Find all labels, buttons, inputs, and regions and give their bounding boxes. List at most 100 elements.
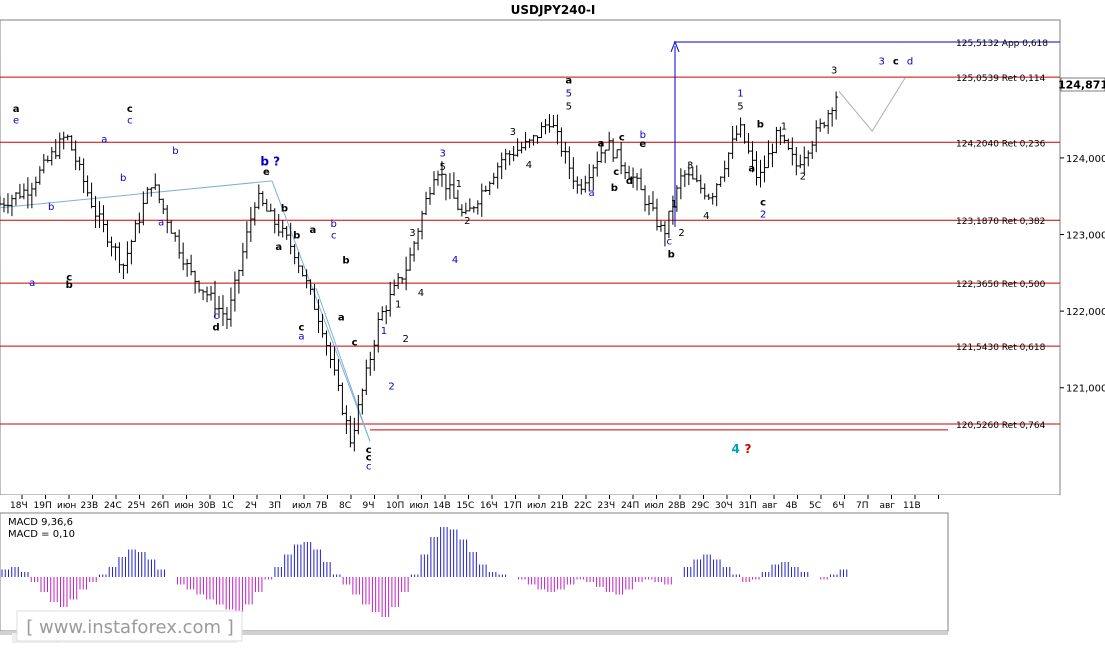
fib-levels: 125,5132 App 0,618 125,0539 Ret 0,114 124,… bbox=[0, 39, 1060, 442]
ohlc-bar bbox=[623, 162, 628, 180]
ohlc-bar bbox=[587, 164, 592, 192]
wave-label: b bbox=[640, 130, 646, 141]
ohlc-bar bbox=[400, 276, 405, 284]
ohlc-bar bbox=[682, 170, 687, 188]
ohlc-bar bbox=[352, 417, 357, 452]
ohlc-bar bbox=[364, 359, 369, 395]
ohlc-bar bbox=[459, 204, 464, 217]
ohlc-bar bbox=[232, 271, 237, 312]
wave-label: 2 bbox=[464, 216, 470, 227]
ohlc-bar bbox=[185, 258, 190, 277]
wave-label: c bbox=[127, 104, 133, 115]
ohlc-bar bbox=[467, 198, 472, 212]
ohlc-bar bbox=[650, 191, 655, 212]
wave-label: a bbox=[298, 331, 304, 342]
wave-label: 5 bbox=[566, 102, 572, 113]
ohlc-bar bbox=[722, 160, 727, 182]
wave-label: c bbox=[366, 453, 372, 464]
ohlc-bar bbox=[13, 192, 18, 206]
ohlc-bar bbox=[93, 195, 98, 228]
time-tick-label: июн bbox=[57, 501, 76, 511]
wave-label: 1 bbox=[381, 326, 387, 337]
ohlc-bar bbox=[244, 221, 249, 259]
ohlc-bar bbox=[718, 176, 723, 187]
ohlc-bar bbox=[499, 152, 504, 180]
ohlc-bar bbox=[730, 125, 735, 159]
wave-label: c bbox=[667, 236, 673, 247]
watermark: [ www.instaforex.com ] bbox=[16, 610, 243, 642]
ohlc-bar bbox=[678, 168, 683, 200]
ohlc-bar bbox=[463, 202, 468, 215]
ohlc-bar bbox=[750, 141, 755, 173]
time-tick-label: 17П bbox=[504, 501, 522, 511]
ohlc-bar bbox=[173, 232, 178, 242]
ohlc-bar bbox=[224, 306, 229, 329]
projection-path bbox=[838, 77, 906, 132]
ohlc-bar bbox=[45, 155, 50, 163]
time-tick-label: 23Ч bbox=[598, 501, 616, 511]
ohlc-bar bbox=[380, 306, 385, 321]
ohlc-bar bbox=[280, 220, 285, 238]
ohlc-bar bbox=[483, 185, 488, 192]
wave-label: 3 bbox=[687, 161, 693, 172]
ohlc-bar bbox=[276, 214, 281, 237]
price-tick-label: 124,000 bbox=[1066, 154, 1105, 165]
time-tick-label: 30В bbox=[198, 501, 216, 511]
ohlc-bar bbox=[121, 263, 126, 280]
ohlc-bar bbox=[117, 242, 122, 273]
ohlc-bar bbox=[666, 210, 671, 239]
ohlc-bar bbox=[29, 182, 34, 209]
ohlc-bar bbox=[758, 159, 763, 188]
ohlc-bar bbox=[109, 236, 114, 257]
ohlc-bar bbox=[495, 162, 500, 189]
ohlc-bar bbox=[376, 312, 381, 353]
ohlc-bar bbox=[77, 156, 82, 171]
wave-label: c bbox=[366, 445, 372, 456]
ohlc-bar bbox=[284, 225, 289, 240]
ohlc-bar bbox=[774, 126, 779, 154]
ohlc-bar bbox=[324, 330, 329, 356]
ohlc-bar bbox=[794, 146, 799, 176]
ohlc-bar bbox=[344, 405, 349, 434]
ohlc-bar bbox=[248, 206, 253, 242]
wave-label: b bbox=[757, 119, 764, 130]
ohlc-bar bbox=[209, 285, 214, 301]
macd-value-label: MACD = 0,10 bbox=[8, 529, 75, 540]
ohlc-bar bbox=[256, 184, 261, 210]
ohlc-bar bbox=[790, 137, 795, 166]
ohlc-bar bbox=[288, 222, 293, 255]
ohlc-bar bbox=[101, 205, 106, 233]
time-tick-label: 28В bbox=[668, 501, 686, 511]
ohlc-bar bbox=[822, 121, 827, 129]
ohlc-bar bbox=[0, 196, 2, 206]
ohlc-bar bbox=[535, 135, 540, 144]
wave-label: 2 bbox=[760, 210, 766, 221]
time-tick-label: 2Ч bbox=[245, 501, 257, 511]
ohlc-bar bbox=[639, 168, 644, 191]
ohlc-bar bbox=[770, 143, 775, 168]
ohlc-bar bbox=[475, 200, 480, 215]
ohlc-bar bbox=[734, 125, 739, 142]
wave-label: b bbox=[668, 250, 675, 261]
ohlc-bar bbox=[575, 176, 580, 194]
ohlc-bar bbox=[702, 183, 707, 200]
ohlc-bar bbox=[571, 157, 576, 190]
wave-label: b bbox=[120, 173, 126, 184]
wave-label: 4 bbox=[526, 160, 532, 171]
wave-label: ? bbox=[744, 442, 751, 456]
time-tick-label: 8С bbox=[339, 501, 351, 511]
ohlc-bar bbox=[416, 227, 421, 251]
time-tick-label: 4В bbox=[786, 501, 798, 511]
ohlc-bar bbox=[312, 283, 317, 310]
ohlc-bar bbox=[766, 140, 771, 169]
ohlc-bar bbox=[714, 183, 719, 207]
ohlc-bar bbox=[814, 120, 819, 153]
wave-label: b bbox=[342, 256, 349, 267]
ohlc-bar bbox=[396, 272, 401, 289]
ohlc-bar bbox=[471, 206, 476, 213]
wave-label: 4 bbox=[452, 255, 458, 266]
time-tick-label: 1С bbox=[222, 501, 234, 511]
wave-label: c bbox=[619, 132, 625, 143]
ohlc-bar bbox=[726, 152, 731, 178]
